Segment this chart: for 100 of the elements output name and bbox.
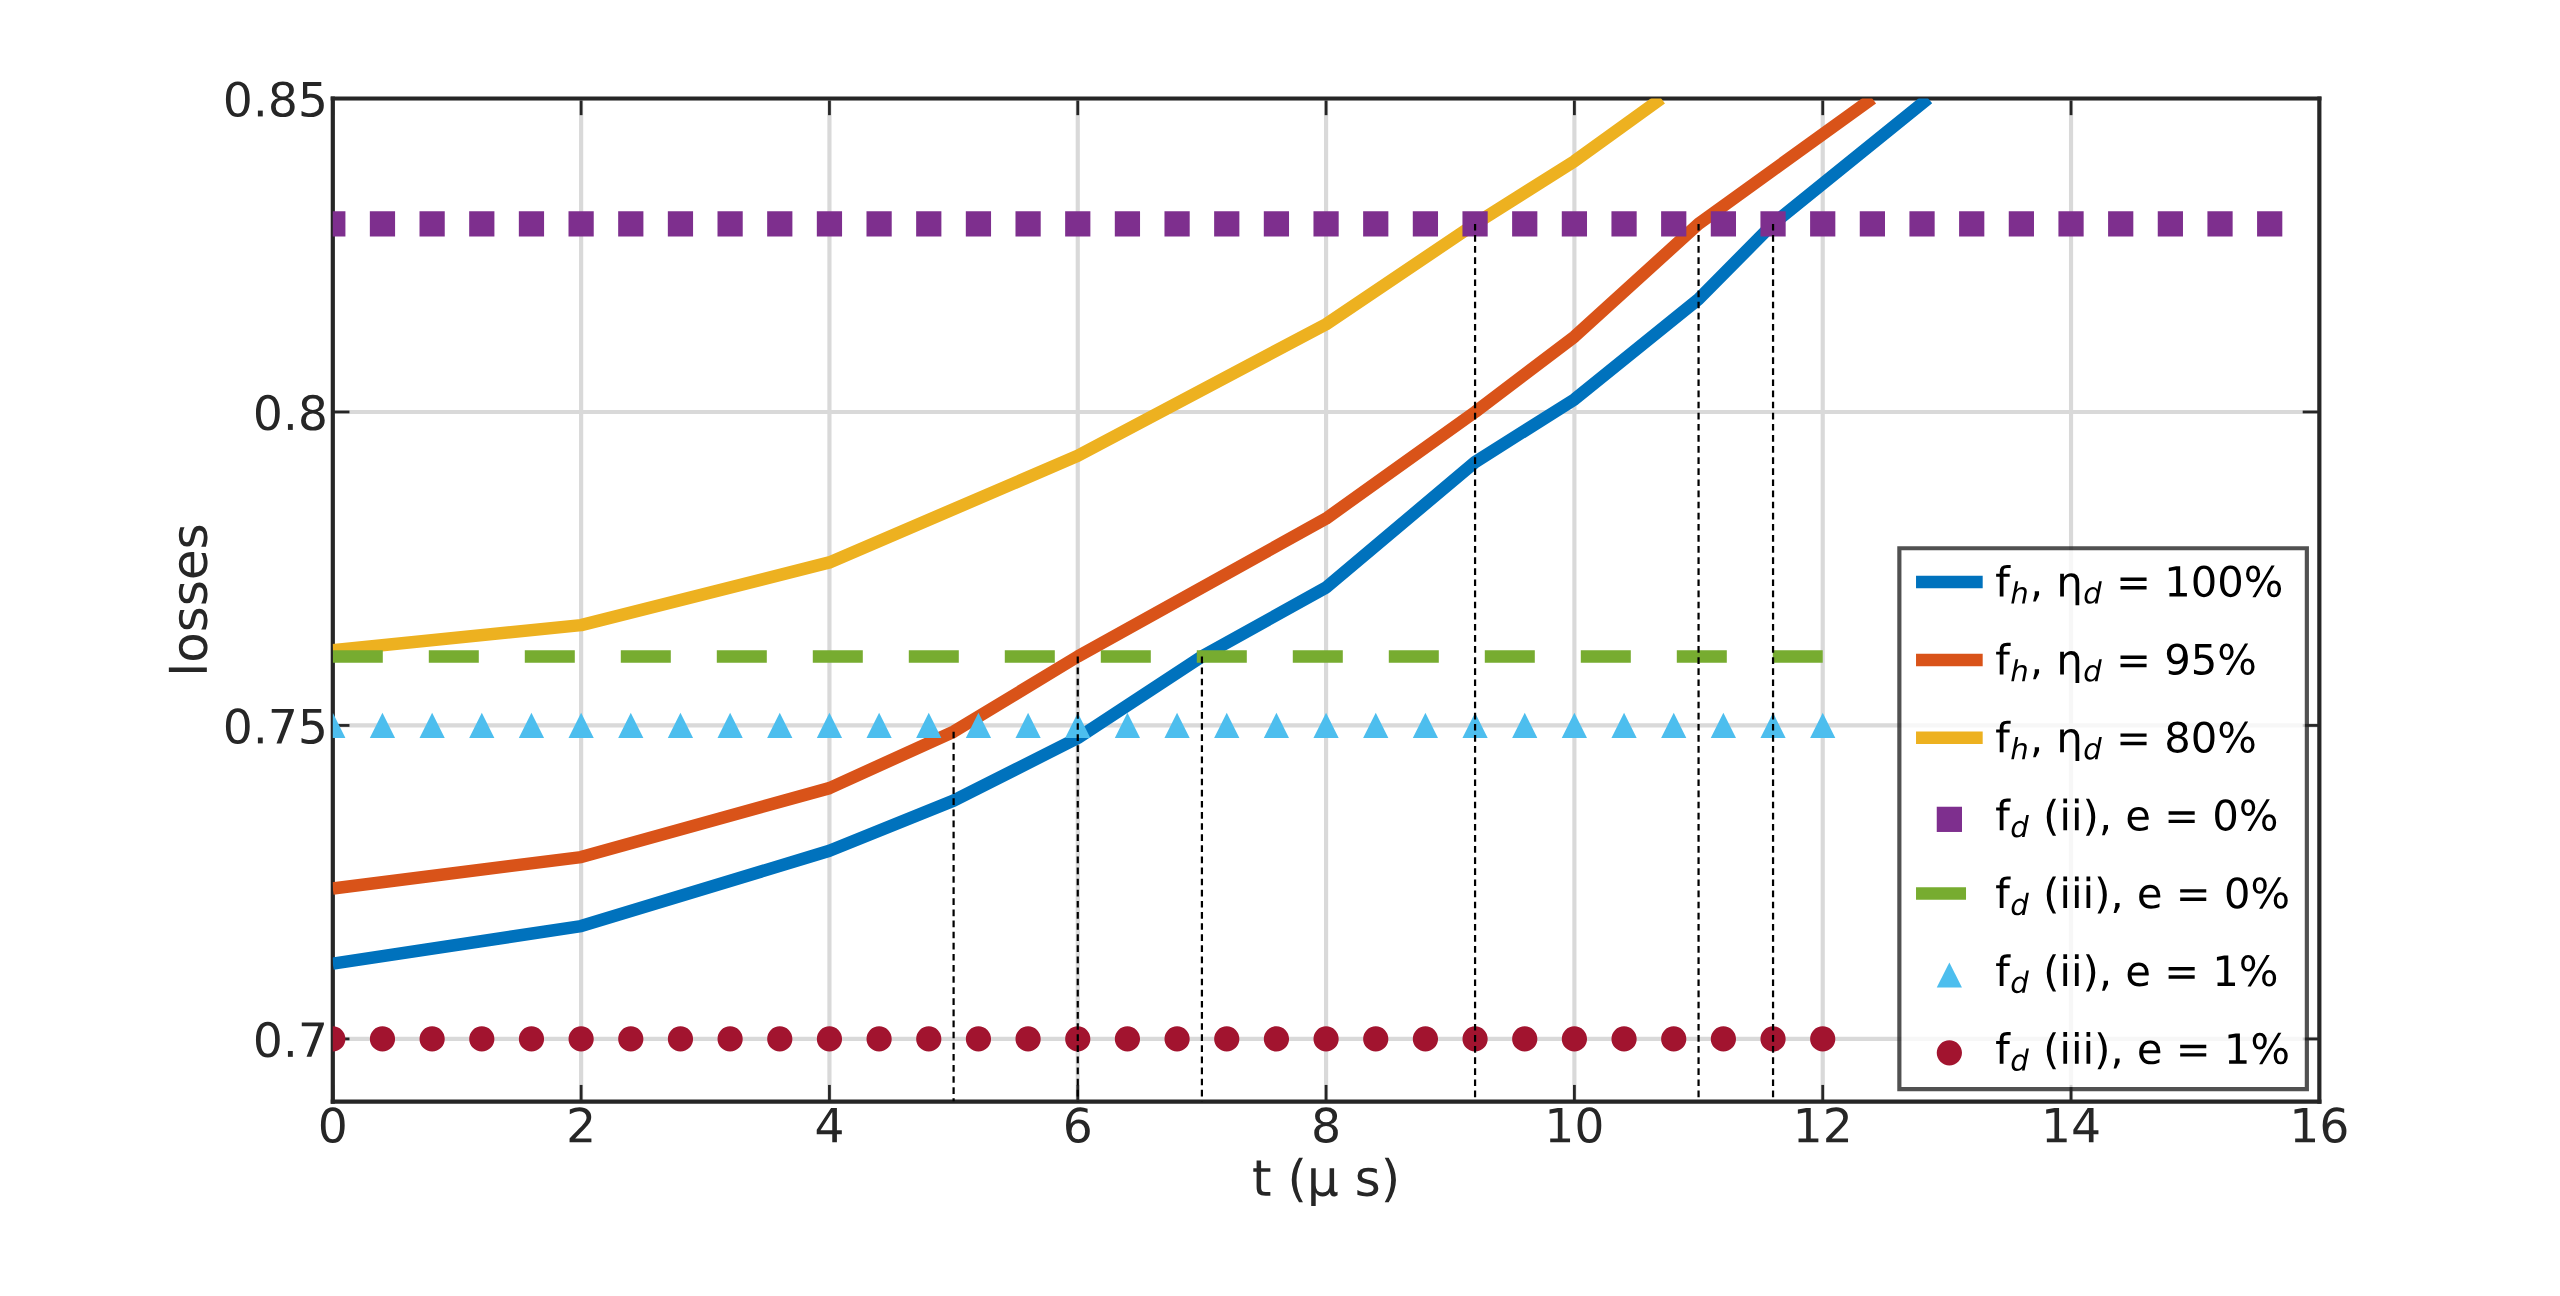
point	[916, 211, 942, 237]
point	[1164, 1026, 1190, 1052]
x-tick-label: 16	[2294, 1107, 2347, 1144]
point	[916, 1026, 942, 1052]
point	[965, 712, 992, 739]
point	[2207, 211, 2233, 237]
point	[1859, 211, 1885, 237]
point	[1959, 211, 1985, 237]
point	[1561, 712, 1588, 739]
y-tick-label: 0.75	[225, 708, 324, 745]
point	[866, 211, 892, 237]
point	[1363, 1026, 1389, 1052]
point	[1561, 211, 1588, 237]
point	[1313, 712, 1339, 739]
point	[1710, 712, 1736, 739]
point	[1710, 1026, 1736, 1052]
point	[518, 1026, 545, 1052]
point	[618, 712, 644, 739]
point	[1810, 712, 1836, 739]
point	[1363, 211, 1389, 237]
point	[1611, 712, 1637, 739]
point	[1214, 211, 1240, 237]
point	[1164, 211, 1190, 237]
point	[469, 211, 495, 237]
point	[2058, 211, 2084, 237]
y-tick-label: 0.85	[225, 81, 324, 118]
point	[1412, 712, 1439, 739]
point	[1363, 712, 1389, 739]
point	[469, 712, 495, 739]
legend-label: f$_{d}$ (ii), e = 0%	[1996, 798, 2277, 838]
point	[1512, 1026, 1538, 1052]
point	[568, 1026, 594, 1052]
point	[618, 1026, 644, 1052]
point	[2257, 211, 2283, 237]
point	[1263, 712, 1290, 739]
point	[866, 712, 892, 739]
point	[667, 712, 694, 739]
point	[2108, 211, 2134, 237]
point	[1214, 1026, 1240, 1052]
point	[518, 712, 545, 739]
point	[1661, 1026, 1687, 1052]
point	[1313, 211, 1339, 237]
point	[866, 1026, 892, 1052]
point	[1313, 1026, 1339, 1052]
point	[816, 1026, 843, 1052]
point	[1114, 211, 1141, 237]
point	[419, 712, 445, 739]
y-tick-label: 0.8	[255, 394, 325, 431]
point	[2008, 211, 2034, 237]
legend-label: f$_{h}$, η$_{d}$ = 80%	[1996, 720, 2255, 762]
point	[469, 1026, 495, 1052]
point	[1611, 211, 1637, 237]
legend-label: f$_{h}$, η$_{d}$ = 100%	[1996, 564, 2282, 606]
x-tick-label: 8	[1314, 1107, 1338, 1144]
point	[618, 211, 644, 237]
x-tick-label: 4	[816, 1107, 842, 1143]
point	[667, 1026, 694, 1052]
point	[717, 712, 743, 739]
point	[1263, 1026, 1290, 1052]
point	[1512, 712, 1538, 739]
x-tick-label: 10	[1549, 1107, 1602, 1144]
point	[965, 1026, 992, 1052]
point	[419, 211, 445, 237]
x-tick-label: 6	[1066, 1107, 1090, 1144]
point	[667, 211, 694, 237]
point	[1164, 712, 1190, 739]
x-tick-label: 0	[320, 1107, 345, 1144]
point	[1810, 1026, 1836, 1052]
point	[1810, 211, 1836, 237]
point	[1114, 712, 1141, 739]
point	[1661, 211, 1687, 237]
point	[1760, 1026, 1786, 1052]
point	[2157, 211, 2183, 237]
x-tick-label: 2	[569, 1107, 592, 1143]
legend-label: f$_{d}$ (iii), e = 1%	[1996, 1032, 2288, 1072]
point	[916, 712, 942, 739]
point	[1015, 211, 1041, 237]
point	[767, 211, 793, 237]
point	[1214, 712, 1240, 739]
legend-label: f$_{d}$ (ii), e = 1%	[1996, 954, 2277, 994]
point	[568, 211, 594, 237]
point	[1661, 712, 1687, 739]
point	[369, 712, 396, 739]
point	[1114, 1026, 1141, 1052]
point	[816, 211, 843, 237]
point	[1412, 1026, 1439, 1052]
point	[369, 211, 396, 237]
y-tick-label: 0.7	[255, 1021, 324, 1058]
point	[1710, 211, 1736, 237]
point	[1065, 211, 1091, 237]
point	[767, 712, 793, 739]
point	[1760, 211, 1786, 237]
point	[965, 211, 992, 237]
x-axis-title: t (μ s)	[1253, 1157, 1396, 1207]
legend-label: f$_{h}$, η$_{d}$ = 95%	[1996, 642, 2255, 684]
y-axis-title: losses	[168, 525, 208, 673]
point	[518, 211, 545, 237]
point	[1462, 1026, 1488, 1052]
point	[1909, 211, 1935, 237]
point	[717, 1026, 743, 1052]
